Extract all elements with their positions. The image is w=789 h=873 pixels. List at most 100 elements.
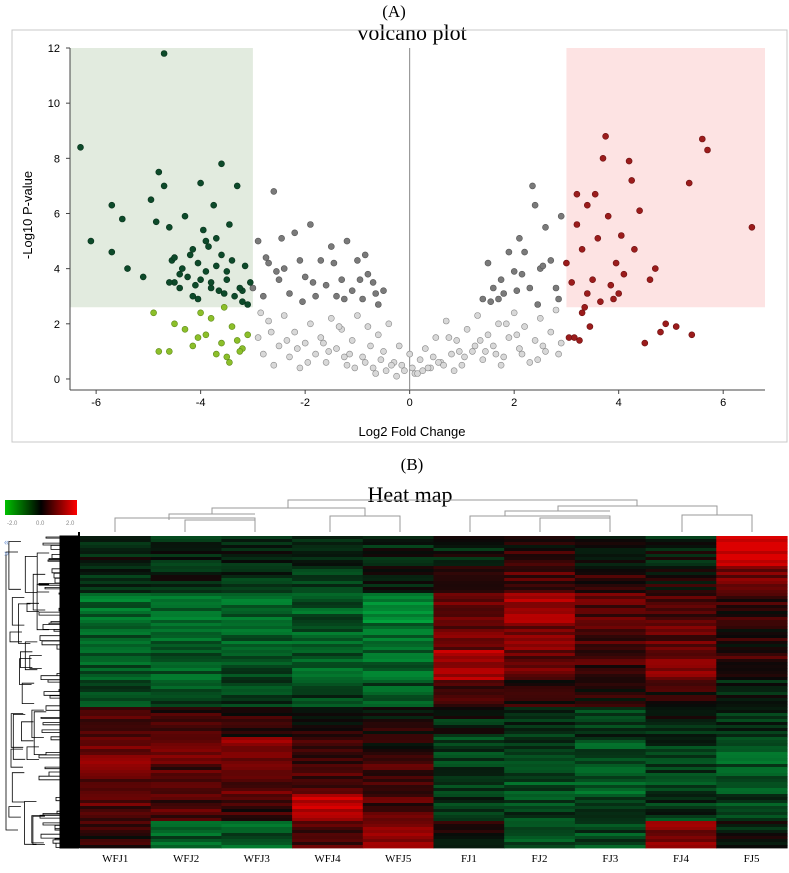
- heatmap-cell: [150, 665, 222, 669]
- heatmap-cell: [716, 656, 788, 660]
- heatmap-cell: [504, 746, 576, 750]
- heatmap-cell: [433, 734, 505, 738]
- heatmap-cell: [433, 761, 505, 765]
- volcano-x-ticks: -6 -4 -2 0 2 4 6: [91, 390, 726, 409]
- heatmap-cell: [645, 584, 717, 588]
- heatmap-cell: [221, 656, 293, 660]
- heatmap-cell: [433, 716, 505, 720]
- heatmap-cell: [80, 542, 152, 546]
- heatmap-cell: [433, 737, 505, 741]
- heatmap-cell: [574, 584, 647, 588]
- heatmap-cell: [574, 617, 647, 621]
- heatmap-cell: [80, 563, 152, 567]
- nonsignificant-point: [299, 298, 306, 306]
- heatmap-cell: [645, 674, 717, 678]
- heatmap-cell: [433, 608, 505, 612]
- heatmap-cell: [221, 689, 293, 693]
- heatmap-cell: [645, 743, 717, 747]
- heatmap-cell: [221, 605, 293, 609]
- heatmap-cell: [716, 599, 788, 603]
- heatmap-cell: [716, 557, 788, 561]
- down-significant-point: [220, 290, 228, 297]
- heatmap-cell: [645, 596, 717, 600]
- nonsignificant-point: [340, 295, 348, 303]
- heatmap-cell: [362, 782, 435, 786]
- heatmap-cell: [574, 557, 647, 561]
- heatmap-cell: [574, 743, 647, 747]
- nonsignificant-point: [432, 334, 440, 341]
- nonsignificant-point: [552, 284, 560, 292]
- color-scale-bar: [5, 500, 77, 515]
- color-scale-mid-label: 0.0: [36, 521, 45, 527]
- heatmap-cell: [716, 845, 788, 849]
- heatmap-cell: [150, 839, 222, 843]
- heatmap-cell: [574, 641, 647, 645]
- heatmap-cell: [716, 830, 788, 834]
- row-expand-arrow-icon[interactable]: »: [4, 548, 9, 558]
- down-significant-point: [166, 224, 173, 231]
- heatmap-cell: [362, 572, 435, 576]
- heatmap-cell: [433, 710, 505, 714]
- heatmap-cell: [221, 617, 293, 621]
- heatmap-cell: [362, 716, 435, 720]
- heatmap-cell: [150, 674, 222, 678]
- heatmap-cell: [574, 761, 647, 765]
- heatmap-cell: [433, 587, 505, 591]
- heatmap-cell: [221, 671, 293, 675]
- heatmap-cell: [362, 701, 435, 705]
- heatmap-cell: [362, 626, 435, 630]
- heatmap-cell: [645, 572, 717, 576]
- heatmap-cell: [150, 836, 222, 840]
- heatmap-cell: [80, 674, 152, 678]
- nonsignificant-point: [320, 339, 327, 347]
- heatmap-cell: [645, 719, 717, 723]
- heatmap-cell: [362, 734, 435, 738]
- heatmap-cell: [716, 596, 788, 600]
- y-tick-label: 6: [54, 208, 60, 220]
- heatmap-cell: [716, 812, 788, 816]
- heatmap-cell: [645, 680, 717, 684]
- nonsignificant-point: [259, 292, 267, 300]
- row-collapse-arrow-icon[interactable]: «: [4, 537, 9, 547]
- heatmap-cell: [716, 680, 788, 684]
- nonsignificant-point: [291, 328, 299, 336]
- down-significant-point: [223, 276, 231, 284]
- heatmap-cell: [716, 638, 788, 642]
- heatmap-cell: [645, 740, 717, 744]
- heatmap-cell: [433, 635, 505, 639]
- heatmap-cell: [362, 614, 435, 618]
- heatmap-cell: [433, 743, 505, 747]
- heatmap-cell: [150, 578, 222, 582]
- heatmap-cell: [716, 779, 788, 783]
- heatmap-cell: [292, 677, 364, 681]
- heatmap-cell: [504, 599, 576, 603]
- heatmap-cell: [221, 782, 293, 786]
- nonsignificant-point: [380, 287, 387, 295]
- heatmap-cell: [221, 716, 293, 720]
- nonsignificant-point: [502, 320, 510, 328]
- heatmap-cell: [433, 626, 505, 630]
- heatmap-cell: [292, 554, 364, 558]
- down-weak-point: [207, 314, 215, 322]
- heatmap-cell: [716, 794, 788, 798]
- heatmap-cell: [504, 584, 576, 588]
- down-weak-point: [226, 359, 233, 366]
- heatmap-cell: [574, 833, 647, 837]
- heatmap-cell: [574, 755, 647, 759]
- nonsignificant-point: [518, 270, 526, 278]
- heatmap-cell: [433, 719, 505, 723]
- heatmap-cell: [574, 698, 647, 702]
- panel-b-label: (B): [401, 455, 424, 474]
- heatmap-cell: [433, 812, 505, 816]
- heatmap-cell: [504, 635, 576, 639]
- nonsignificant-point: [492, 350, 500, 358]
- heatmap-cell: [645, 824, 717, 828]
- nonsignificant-point: [419, 367, 427, 375]
- heatmap-cell: [433, 566, 505, 570]
- y-tick-label: 0: [54, 374, 60, 386]
- heatmap-cell: [150, 779, 222, 783]
- heatmap-cell: [362, 665, 435, 669]
- heatmap-cell: [574, 695, 647, 699]
- heatmap-cell: [504, 830, 576, 834]
- heatmap-cell: [362, 842, 435, 846]
